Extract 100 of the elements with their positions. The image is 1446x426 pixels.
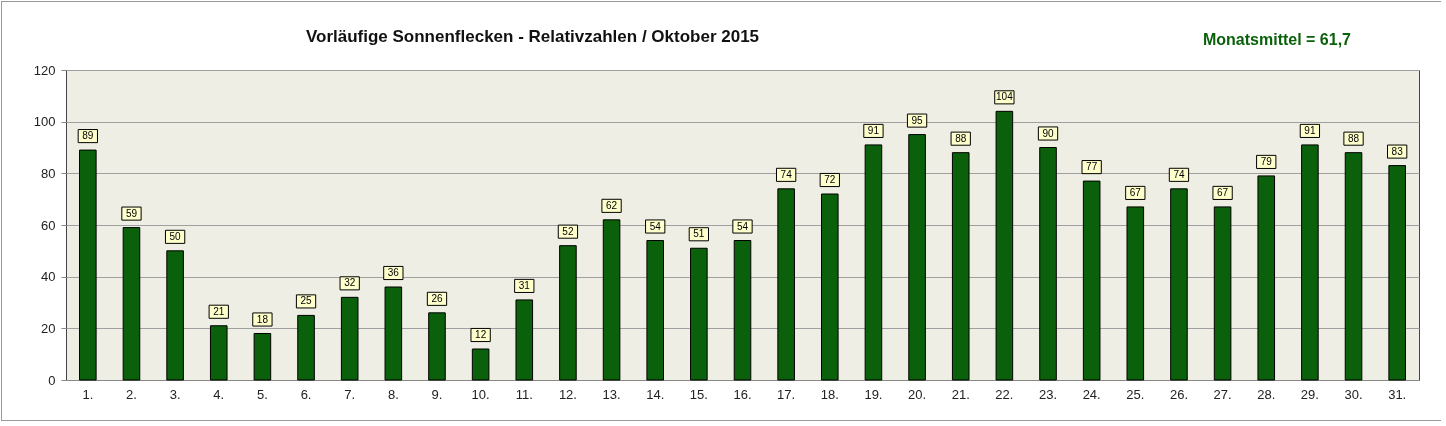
x-tick-label: 20. xyxy=(908,386,927,402)
data-label: 89 xyxy=(82,130,94,142)
y-tick-label: 80 xyxy=(41,165,56,181)
data-label: 79 xyxy=(1260,155,1273,167)
y-tick-label: 60 xyxy=(41,217,56,233)
bar xyxy=(515,299,534,381)
bar xyxy=(297,314,315,381)
bar xyxy=(471,348,490,381)
data-label: 31 xyxy=(518,279,531,291)
bar xyxy=(1213,206,1232,381)
bar xyxy=(602,219,621,381)
data-label: 83 xyxy=(1391,145,1404,157)
x-tick-label: 8. xyxy=(387,386,399,402)
bar xyxy=(995,110,1014,381)
data-label: 77 xyxy=(1086,161,1098,173)
x-tick-label: 10. xyxy=(471,386,490,402)
bar xyxy=(1039,147,1057,381)
bar xyxy=(864,144,883,381)
bar xyxy=(1170,188,1188,381)
x-tick-label: 4. xyxy=(213,386,225,402)
data-label: 21 xyxy=(213,305,225,317)
x-tick-label: 11. xyxy=(515,386,533,402)
data-label: 88 xyxy=(1347,132,1360,144)
bar xyxy=(209,325,228,381)
data-label: 36 xyxy=(387,267,400,278)
x-tick-label: 12. xyxy=(558,386,577,402)
bar xyxy=(821,193,839,381)
y-tick-label: 120 xyxy=(33,62,56,78)
data-label: 91 xyxy=(1304,124,1316,136)
text: Monatsmittel = 61,7 xyxy=(1202,31,1352,48)
data-label: 74 xyxy=(1173,168,1185,180)
data-label: 50 xyxy=(169,230,182,242)
chart-title: Vorläufige Sonnenflecken - Relativzahlen / Oktober 2015 xyxy=(305,27,760,46)
data-label: 52 xyxy=(562,225,574,237)
y-tick-label: 0 xyxy=(48,372,56,388)
bar xyxy=(1257,175,1276,381)
x-tick-label: 13. xyxy=(602,386,621,402)
data-label: 54 xyxy=(649,220,662,232)
x-tick-label: 7. xyxy=(344,386,356,402)
bar xyxy=(253,333,272,381)
bar xyxy=(733,240,752,381)
x-tick-label: 26. xyxy=(1169,386,1188,402)
x-tick-label: 18. xyxy=(820,386,839,402)
data-label: 67 xyxy=(1129,186,1142,198)
x-tick-label: 27. xyxy=(1213,386,1232,402)
x-tick-label: 3. xyxy=(169,386,181,402)
x-tick-label: 5. xyxy=(256,386,268,402)
x-tick-label: 9. xyxy=(431,386,443,402)
bar xyxy=(79,149,97,381)
x-tick-label: 15. xyxy=(689,386,708,402)
bar xyxy=(559,245,577,381)
data-label: 51 xyxy=(693,228,705,240)
bar xyxy=(428,312,446,381)
x-tick-label: 25. xyxy=(1126,386,1145,402)
y-tick-label: 40 xyxy=(41,269,56,285)
data-label: 104 xyxy=(996,91,1014,103)
data-label: 88 xyxy=(955,132,967,144)
y-tick-label: 20 xyxy=(41,320,56,336)
x-tick-label: 23. xyxy=(1038,386,1058,402)
x-tick-label: 22. xyxy=(995,386,1014,402)
x-tick-label: 2. xyxy=(126,386,137,402)
data-label: 91 xyxy=(867,124,880,136)
data-label: 62 xyxy=(606,199,618,211)
x-tick-label: 17. xyxy=(777,386,796,402)
data-label: 59 xyxy=(125,207,138,219)
bar xyxy=(690,247,708,381)
bar xyxy=(340,296,359,381)
x-tick-label: 16. xyxy=(733,386,752,402)
bar xyxy=(1126,206,1145,381)
x-tick-label: 31. xyxy=(1388,386,1407,402)
bar xyxy=(646,240,664,381)
data-label: 12 xyxy=(475,329,487,340)
data-label: 72 xyxy=(824,174,836,185)
x-tick-label: 30. xyxy=(1344,386,1363,402)
x-tick-label: 24. xyxy=(1082,386,1101,402)
bar xyxy=(951,152,970,381)
bar xyxy=(1388,165,1406,381)
data-label: 90 xyxy=(1042,127,1055,139)
x-tick-label: 6. xyxy=(300,386,312,402)
data-label: 32 xyxy=(344,277,356,289)
x-tick-label: 21. xyxy=(951,386,970,402)
data-label: 25 xyxy=(300,295,313,307)
data-label: 95 xyxy=(911,114,924,126)
y-tick-label: 100 xyxy=(33,114,56,130)
bar xyxy=(166,250,184,381)
x-tick-label: 1. xyxy=(82,386,94,402)
bar xyxy=(1301,144,1319,381)
data-label: 54 xyxy=(736,220,749,232)
data-label: 18 xyxy=(256,313,269,325)
x-tick-label: 14. xyxy=(646,386,665,402)
data-label: 26 xyxy=(431,292,443,304)
bar xyxy=(1344,152,1363,381)
bar xyxy=(122,227,141,381)
x-tick-label: 29. xyxy=(1300,386,1319,402)
bar xyxy=(384,286,403,381)
data-label: 67 xyxy=(1217,186,1229,198)
data-label: 74 xyxy=(780,168,793,180)
x-tick-label: 19. xyxy=(864,386,883,402)
bar xyxy=(777,188,795,381)
bar xyxy=(1082,180,1101,381)
